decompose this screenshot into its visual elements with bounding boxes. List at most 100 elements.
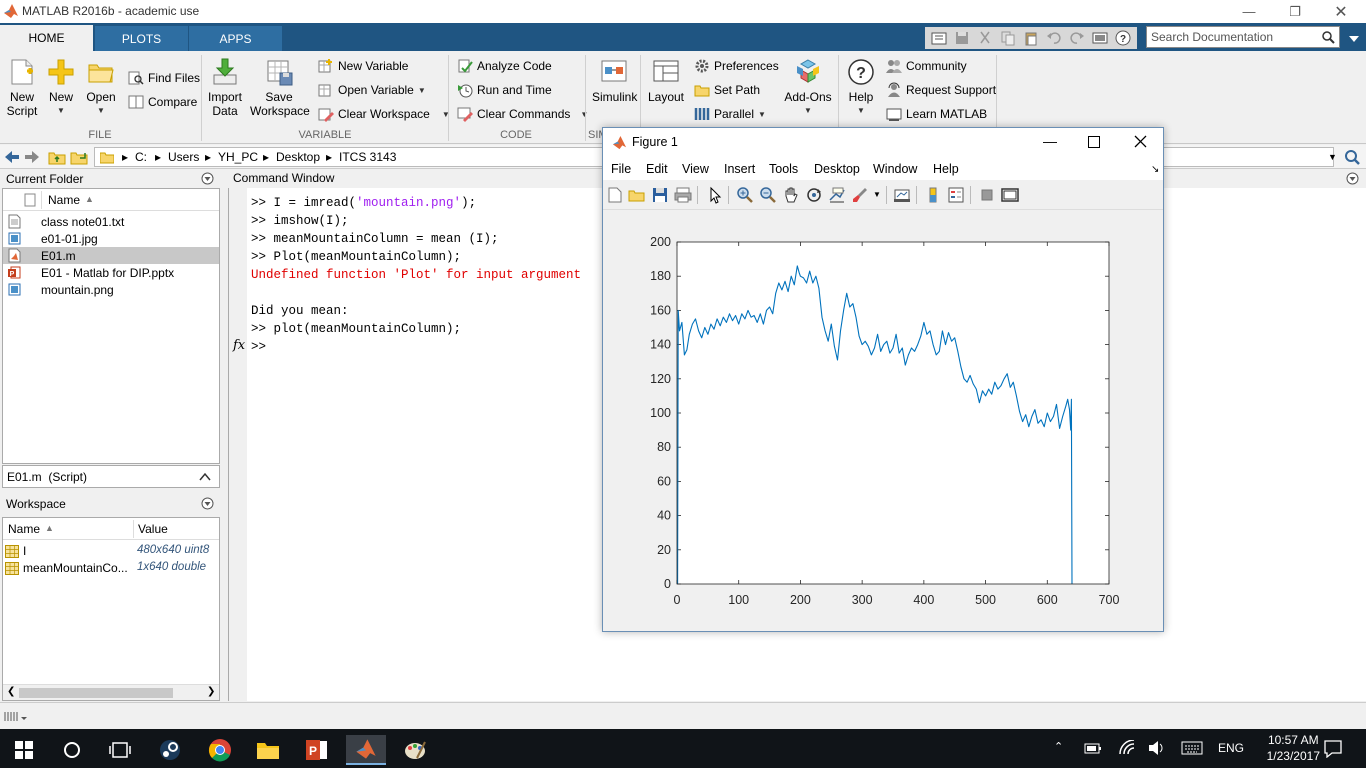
touch-keyboard-icon[interactable] [1181, 741, 1203, 755]
zoom-out-icon[interactable] [759, 186, 777, 204]
save-figure-icon[interactable] [651, 186, 669, 204]
tab-plots[interactable]: PLOTS [95, 26, 188, 51]
details-panel[interactable]: E01.m (Script) [2, 465, 220, 488]
file-row-e01-01-jpg[interactable]: e01-01.jpg [3, 230, 219, 247]
scrollbar-thumb[interactable] [19, 688, 173, 698]
undo-icon[interactable] [1044, 29, 1064, 47]
workspace-row-meanmountaincolumn[interactable]: meanMountainCo... 1x640 double [3, 560, 219, 577]
edit-plot-pointer-icon[interactable] [706, 186, 724, 204]
file-row-class-note[interactable]: class note01.txt [3, 213, 219, 230]
simulink-button[interactable]: Simulink [592, 57, 637, 104]
horizontal-scrollbar[interactable]: ❮ ❯ [3, 684, 219, 700]
figure-title-bar[interactable]: Figure 1 — [603, 128, 1163, 158]
figure-menu-view[interactable]: View [682, 162, 709, 176]
compare-button[interactable]: Compare [128, 93, 197, 111]
cut-icon[interactable] [975, 29, 995, 47]
taskbar-file-explorer[interactable] [248, 735, 288, 765]
community-button[interactable]: Community [886, 57, 967, 75]
help-icon[interactable]: ? [1113, 29, 1133, 47]
taskbar-steam[interactable] [150, 735, 190, 765]
zoom-in-icon[interactable] [736, 186, 754, 204]
figure-canvas[interactable]: 0 100 200 300 400 500 600 700 0 20 40 60 80 100 120 140… [603, 210, 1163, 631]
panel-actions-icon[interactable] [201, 172, 214, 185]
panel-actions-icon[interactable] [201, 497, 214, 510]
figure-menu-help[interactable]: Help [933, 162, 959, 176]
hide-plot-tools-icon[interactable] [978, 186, 996, 204]
collapse-toolstrip-icon[interactable] [1348, 32, 1360, 44]
taskbar-paint[interactable] [395, 735, 435, 765]
figure-menu-tools[interactable]: Tools [769, 162, 799, 176]
close-button[interactable]: ✕ [1334, 3, 1348, 21]
new-figure-icon[interactable] [606, 186, 624, 204]
function-browser-icon[interactable]: fx [233, 338, 246, 353]
parallel-dropdown-icon[interactable]: ▼ [758, 109, 766, 119]
file-row-pptx[interactable]: P E01 - Matlab for DIP.pptx [3, 264, 219, 281]
open-variable-dropdown-icon[interactable]: ▼ [417, 85, 426, 95]
new-script-button[interactable]: New Script [4, 57, 40, 118]
paste-icon[interactable] [1021, 29, 1041, 47]
input-language[interactable]: ENG [1218, 741, 1245, 755]
set-path-button[interactable]: Set Path [694, 81, 760, 99]
rotate-3d-icon[interactable] [805, 186, 823, 204]
scroll-left-icon[interactable]: ❮ [7, 686, 16, 697]
learn-matlab-button[interactable]: Learn MATLAB [886, 105, 987, 123]
windows-start-button[interactable] [4, 735, 44, 765]
switch-windows-icon[interactable] [1090, 29, 1110, 47]
taskbar-powerpoint[interactable]: P [297, 735, 337, 765]
figure-menu-file[interactable]: File [611, 162, 632, 176]
link-plot-icon[interactable] [893, 186, 911, 204]
brush-dropdown-icon[interactable]: ▼ [873, 190, 881, 199]
back-arrow-icon[interactable] [4, 150, 20, 164]
folder-column-header[interactable]: Name ▲ [3, 189, 219, 211]
file-row-mountain-png[interactable]: mountain.png [3, 281, 219, 298]
add-ons-dropdown-icon[interactable]: ▼ [804, 106, 812, 115]
task-view-button[interactable] [100, 735, 140, 765]
new-dropdown-icon[interactable]: ▼ [57, 106, 65, 115]
path-history-dropdown-icon[interactable]: ▼ [1328, 152, 1337, 162]
request-support-button[interactable]: Request Support [886, 81, 996, 99]
tab-home[interactable]: HOME [0, 25, 93, 51]
restore-button[interactable]: ❐ [1289, 3, 1301, 19]
minimize-button[interactable]: — [1242, 4, 1256, 19]
forward-arrow-icon[interactable] [24, 150, 40, 164]
save-icon[interactable] [952, 29, 972, 47]
workspace-column-header[interactable]: Name ▲ Value [3, 518, 219, 540]
system-clock[interactable]: 10:57 AM 1/23/2017 [1267, 732, 1320, 764]
figure-menu-edit[interactable]: Edit [646, 162, 668, 176]
cortana-search-button[interactable] [52, 735, 92, 765]
line-plot[interactable]: 0 100 200 300 400 500 600 700 0 20 40 60 80 100 120 140… [603, 210, 1163, 631]
workspace-row-i[interactable]: I 480x640 uint8 [3, 543, 219, 560]
figure-window[interactable]: Figure 1 — File Edit View Insert Tools D… [602, 127, 1164, 632]
help-button[interactable]: ? Help ▼ [844, 57, 878, 118]
add-ons-button[interactable]: Add-Ons ▼ [782, 57, 834, 118]
parallel-button[interactable]: Parallel ▼ [694, 105, 766, 123]
path-crumb-desktop[interactable]: Desktop [276, 150, 321, 164]
taskbar-chrome[interactable] [200, 735, 240, 765]
find-files-button[interactable]: Find Files [128, 69, 200, 87]
open-file-icon[interactable] [628, 186, 646, 204]
figure-close-button[interactable] [1134, 135, 1147, 148]
layout-button[interactable]: Layout [646, 57, 686, 104]
panel-actions-icon[interactable] [1346, 172, 1359, 185]
path-crumb-users[interactable]: Users [168, 150, 200, 164]
search-documentation-input[interactable]: Search Documentation [1146, 26, 1340, 48]
taskbar-matlab[interactable] [346, 735, 386, 765]
new-button[interactable]: New ▼ [44, 57, 78, 118]
insert-colorbar-icon[interactable] [924, 186, 942, 204]
insert-legend-icon[interactable] [947, 186, 965, 204]
path-crumb-itcs-3143[interactable]: ITCS 3143 [339, 150, 397, 164]
clear-commands-button[interactable]: Clear Commands ▼ [457, 105, 588, 123]
preferences-button[interactable]: Preferences [694, 57, 779, 75]
collapse-details-icon[interactable] [199, 472, 211, 482]
new-variable-button[interactable]: New Variable [318, 57, 408, 75]
print-figure-icon[interactable] [674, 186, 692, 204]
tab-apps[interactable]: APPS [189, 26, 282, 51]
volume-icon[interactable] [1148, 740, 1166, 756]
figure-minimize-button[interactable]: — [1043, 133, 1057, 149]
data-cursor-icon[interactable] [828, 186, 846, 204]
path-crumb-c[interactable]: C: [135, 150, 147, 164]
file-row-e01-m[interactable]: E01.m [3, 247, 219, 264]
action-center-icon[interactable] [1324, 740, 1342, 758]
clear-workspace-dropdown-icon[interactable]: ▼ [441, 109, 450, 119]
open-button[interactable]: Open ▼ [84, 57, 118, 118]
